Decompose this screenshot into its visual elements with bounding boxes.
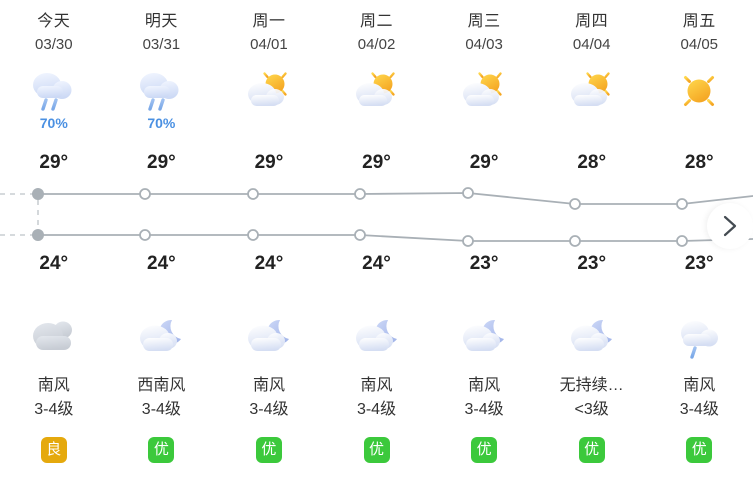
low-temperature: 23°: [684, 253, 714, 274]
wind-force: 3-4级: [464, 401, 504, 418]
wind-direction: 南风: [683, 377, 716, 394]
forecast-day-column[interactable]: 周五 04/05 28° 23° 南风 3-4级优: [645, 0, 753, 495]
air-quality-badge[interactable]: 优: [255, 437, 282, 463]
wind-direction: 南风: [252, 377, 285, 394]
sun-cloud-icon: [561, 66, 623, 116]
moon-cloud-icon: [453, 315, 515, 363]
wind-force: 3-4级: [141, 401, 181, 418]
rain-cloud-icon: [23, 66, 85, 116]
day-name: 周一: [252, 13, 286, 30]
rain-probability: 70%: [147, 115, 176, 131]
sun-icon: [668, 66, 730, 116]
day-date: 03/31: [142, 36, 181, 53]
moon-cloud-icon: [346, 315, 408, 363]
air-quality-badge[interactable]: 优: [578, 437, 605, 463]
high-temperature: 29°: [254, 152, 284, 173]
day-date: 03/30: [35, 36, 73, 53]
wind-direction: 南风: [360, 377, 393, 394]
day-date: 04/02: [357, 36, 396, 53]
high-temperature: 29°: [469, 152, 499, 173]
low-temperature: 23°: [577, 253, 607, 274]
overcast-cloud-icon: [23, 315, 85, 363]
wind-direction: 南风: [37, 377, 70, 394]
wind-force: 3-4级: [679, 401, 719, 418]
wind-direction: 南风: [468, 377, 501, 394]
wind-direction: 无持续…: [559, 377, 624, 394]
day-name: 周二: [360, 13, 394, 30]
air-quality-badge[interactable]: 优: [471, 437, 498, 463]
moon-cloud-icon: [130, 315, 192, 363]
rain-probability: 70%: [39, 115, 68, 131]
high-temperature: 29°: [39, 152, 69, 173]
rain-cloud-icon: [130, 66, 192, 116]
low-temperature: 24°: [362, 253, 391, 274]
wind-force: 3-4级: [34, 401, 74, 418]
low-temperature: 24°: [39, 253, 69, 274]
high-temperature: 28°: [577, 152, 607, 173]
high-temperature: 29°: [147, 152, 176, 173]
air-quality-badge[interactable]: 优: [148, 437, 175, 463]
day-date: 04/03: [465, 36, 503, 53]
air-quality-badge[interactable]: 优: [686, 437, 713, 463]
wind-force: <3级: [574, 401, 609, 418]
low-temperature: 24°: [147, 253, 176, 274]
wind-force: 3-4级: [356, 401, 397, 418]
moon-cloud-icon: [561, 315, 623, 363]
air-quality-badge[interactable]: 良: [40, 437, 67, 463]
day-name: 周三: [467, 13, 501, 30]
wind-force: 3-4级: [249, 401, 289, 418]
sun-cloud-icon: [346, 66, 408, 116]
day-name: 周五: [682, 13, 716, 30]
day-date: 04/05: [680, 36, 719, 53]
high-temperature: 29°: [362, 152, 391, 173]
low-temperature: 24°: [254, 253, 284, 274]
day-name: 今天: [37, 13, 71, 30]
forecast-day-column[interactable]: 周一 04/01 29° 24° 南风 3-4级优: [215, 0, 323, 495]
rain-drop-cloud-icon: [668, 315, 730, 363]
air-quality-badge[interactable]: 优: [363, 437, 390, 463]
day-name: 周四: [575, 13, 609, 30]
day-date: 04/01: [250, 36, 288, 53]
next-days-arrow[interactable]: [707, 203, 753, 249]
forecast-day-column[interactable]: 明天 03/31 70% 29° 24° 西南风 3-4级优: [108, 0, 216, 495]
chevron-right-icon: [723, 215, 737, 237]
forecast-day-column[interactable]: 周二 04/02 29° 24° 南风 3-4级优: [323, 0, 431, 495]
forecast-day-column[interactable]: 周四 04/04 28° 23° 无持续… <3级优: [538, 0, 646, 495]
moon-cloud-icon: [238, 315, 300, 363]
high-temperature: 28°: [684, 152, 714, 173]
sun-cloud-icon: [238, 66, 300, 116]
sun-cloud-icon: [453, 66, 515, 116]
low-temperature: 23°: [469, 253, 499, 274]
wind-direction: 西南风: [137, 377, 186, 394]
forecast-day-column[interactable]: 周三 04/03 29° 23° 南风 3-4级优: [430, 0, 538, 495]
day-date: 04/04: [572, 36, 611, 53]
forecast-day-column[interactable]: 今天 03/30 70% 29° 24° 南风 3-4级良: [0, 0, 108, 495]
day-name: 明天: [144, 13, 178, 30]
